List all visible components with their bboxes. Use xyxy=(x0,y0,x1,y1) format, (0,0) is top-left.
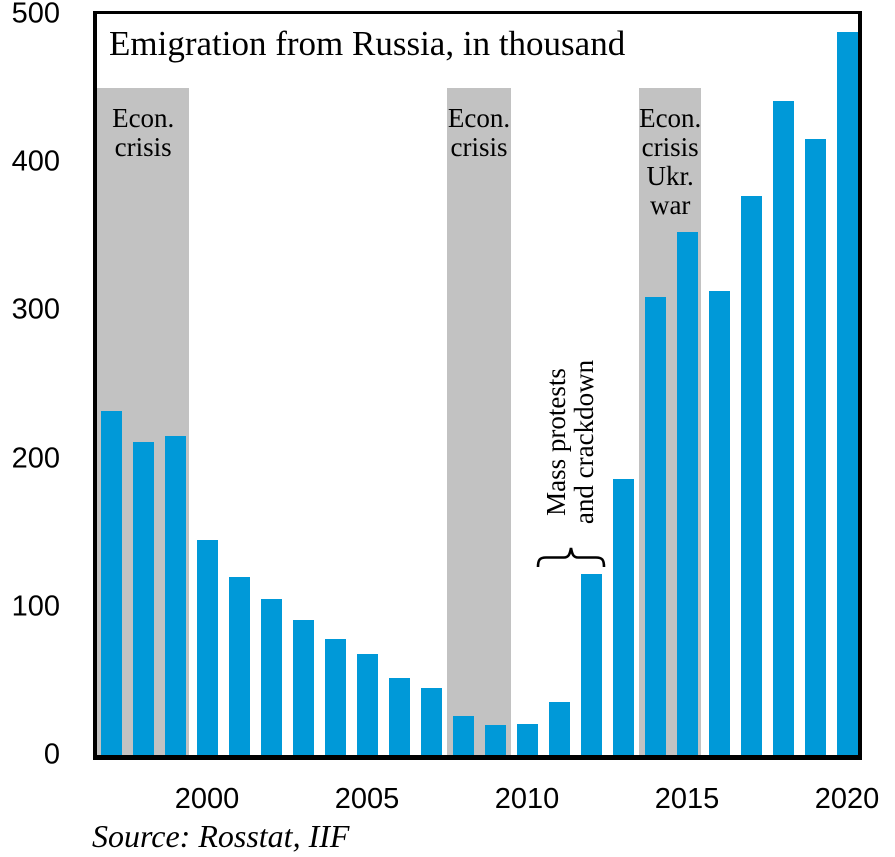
bar-2000 xyxy=(196,540,218,755)
bar-2017 xyxy=(740,196,762,755)
bar-2018 xyxy=(772,101,794,755)
plot-inner: Econ. crisis Econ. crisis Econ. crisis Ukr. war… xyxy=(97,14,858,755)
x-tick-2005: 2005 xyxy=(334,783,400,815)
bar-2019 xyxy=(804,138,826,755)
bar-2015 xyxy=(676,231,698,755)
y-tick-400: 400 xyxy=(11,145,60,178)
bar-2002 xyxy=(260,599,282,755)
bar-1997 xyxy=(100,411,122,755)
chart-title: Emigration from Russia, in thousand xyxy=(109,24,626,63)
x-tick-2015: 2015 xyxy=(654,783,720,815)
y-tick-300: 300 xyxy=(11,293,60,326)
crisis-band-2 xyxy=(447,88,511,755)
x-tick-2010: 2010 xyxy=(494,783,560,815)
bar-2010 xyxy=(516,723,538,755)
crisis-band-label-1: Econ. crisis xyxy=(112,103,175,162)
bar-2020 xyxy=(836,31,858,755)
y-tick-500: 500 xyxy=(11,0,60,30)
y-tick-200: 200 xyxy=(11,442,60,475)
source-note: Source: Rosstat, IIF xyxy=(92,818,350,854)
bar-2016 xyxy=(708,291,730,755)
crisis-band-label-3: Econ. crisis Ukr. war xyxy=(639,103,702,220)
bar-2012 xyxy=(580,574,602,755)
bar-1998 xyxy=(132,442,154,755)
x-tick-2020: 2020 xyxy=(814,783,880,815)
bar-2013 xyxy=(612,479,634,755)
bar-1999 xyxy=(164,436,186,755)
crisis-band-label-2: Econ. crisis xyxy=(447,103,511,162)
bar-2006 xyxy=(388,677,410,755)
annotation-mass-protests: Mass protests and crackdown xyxy=(541,359,599,525)
bar-2009 xyxy=(484,725,506,755)
bar-2008 xyxy=(452,716,474,755)
bar-2003 xyxy=(292,620,314,755)
y-tick-0: 0 xyxy=(43,738,60,771)
bar-2007 xyxy=(420,688,442,755)
plot-area: Econ. crisis Econ. crisis Econ. crisis Ukr. war… xyxy=(93,11,862,760)
bar-2001 xyxy=(228,577,250,755)
bar-2011 xyxy=(548,701,570,755)
bar-2014 xyxy=(644,297,666,755)
bar-2005 xyxy=(356,654,378,755)
curly-brace-icon xyxy=(536,547,606,568)
x-tick-2000: 2000 xyxy=(174,783,240,815)
y-tick-100: 100 xyxy=(11,590,60,623)
bar-2004 xyxy=(324,639,346,755)
